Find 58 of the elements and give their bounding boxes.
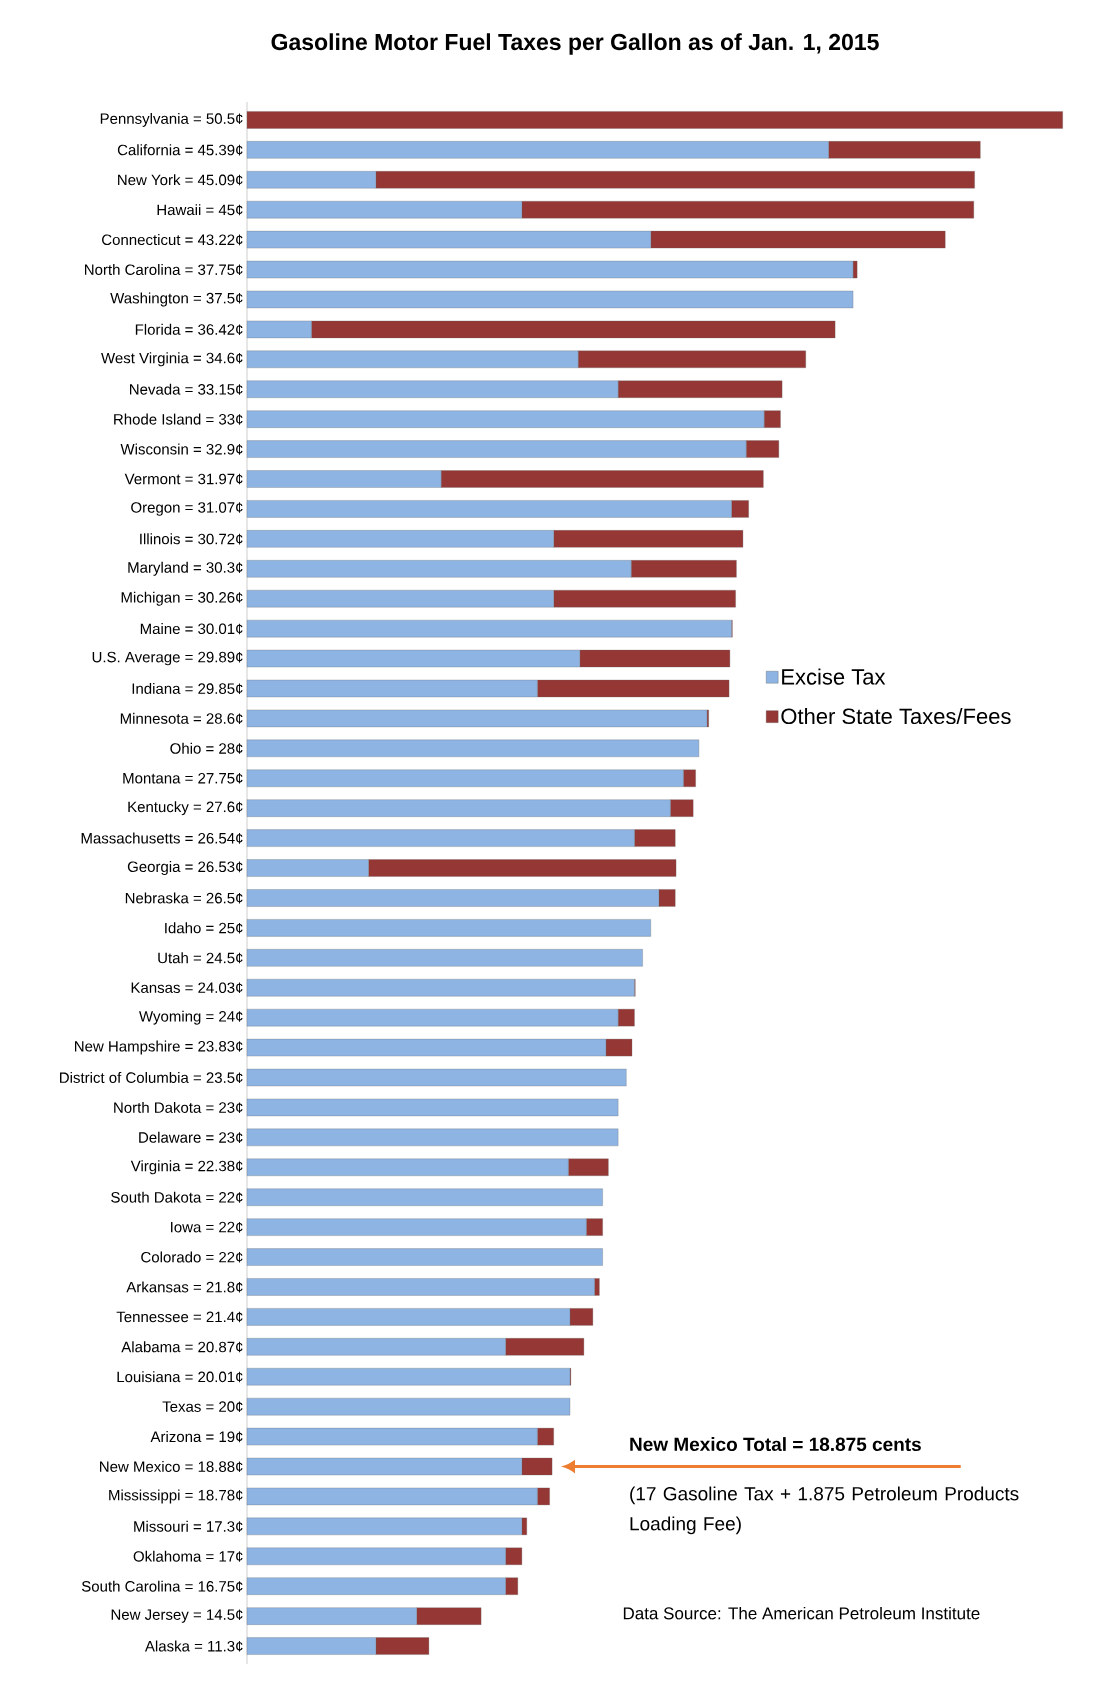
y-tick-label: Kentucky = 27.6¢: [128, 801, 243, 816]
y-tick-label: Alaska = 11.3¢: [144, 1640, 243, 1652]
y-tick-label: Vermont = 31.97¢: [124, 473, 243, 485]
y-tick-label: North Carolina = 37.75¢: [85, 264, 243, 276]
y-tick-label: Wyoming = 24¢: [139, 1010, 243, 1025]
y-tick-label: Montana = 27.75¢: [123, 772, 243, 784]
legend-label: Excise Tax: [782, 668, 886, 685]
y-tick-label: Iowa = 22¢: [171, 1221, 243, 1233]
y-tick-label: Georgia = 26.53¢: [127, 861, 243, 876]
y-tick-label: U.S. Average = 29.89¢: [92, 651, 243, 666]
y-tick-label: South Dakota = 22¢: [111, 1191, 243, 1203]
annotation: (17 Gasoline Tax + 1.875 Petroleum Products Loading Fee): [630, 1486, 1019, 1535]
y-tick-label: Wisconsin = 32.9¢: [120, 443, 243, 455]
y-tick-label: North Dakota = 23¢: [114, 1101, 243, 1113]
y-tick-label: District of Columbia = 23.5¢: [60, 1071, 243, 1084]
y-tick-label: Colorado = 22¢: [141, 1251, 243, 1263]
y-tick-label: South Carolina = 16.75¢: [81, 1580, 243, 1592]
y-tick-label: Maine = 30.01¢: [140, 623, 243, 635]
y-tick-label: Hawaii = 45¢: [157, 204, 243, 216]
y-tick-label: Florida = 36.42¢: [135, 323, 243, 335]
y-tick-label: Delaware = 23¢: [139, 1131, 243, 1143]
y-tick-label: California = 45.39¢: [117, 144, 243, 156]
y-tick-label: Kansas = 24.03¢: [131, 982, 243, 994]
y-tick-label: Nebraska = 26.5¢: [125, 892, 243, 904]
y-tick-label: Michigan = 30.26¢: [121, 591, 243, 606]
y-tick-label: Mississippi = 18.78¢: [109, 1489, 243, 1504]
y-tick-label: Louisiana = 20.01¢: [117, 1371, 243, 1383]
y-tick-label: New Mexico = 18.88¢: [100, 1460, 243, 1473]
y-tick-label: Maryland = 30.3¢: [128, 561, 243, 576]
y-tick-label: Alabama = 20.87¢: [121, 1341, 243, 1353]
y-tick-label: Ohio = 28¢: [170, 742, 243, 754]
y-tick-label: New Hampshire = 23.83¢: [75, 1040, 243, 1055]
legend-label: Other State Taxes/Fees: [781, 707, 1011, 725]
y-tick-label: Illinois = 30.72¢: [140, 533, 243, 545]
annotation: Data Source: The American Petroleum Institute: [623, 1606, 980, 1620]
y-tick-label: Massachusetts = 26.54¢: [81, 832, 243, 844]
y-tick-label: West Virginia = 34.6¢: [101, 352, 243, 367]
chart-title: Gasoline Motor Fuel Taxes per Gallon as of Jan. 1, 2015: [271, 33, 879, 55]
y-tick-label: Nevada = 33.15¢: [130, 383, 243, 395]
y-tick-label: New Jersey = 14.5¢: [111, 1609, 243, 1623]
y-tick-label: Missouri = 17.3¢: [134, 1520, 243, 1532]
y-tick-label: Oregon = 31.07¢: [131, 502, 243, 516]
y-tick-label: Idaho = 25¢: [165, 922, 243, 934]
annotation: New Mexico Total = 18.875 cents: [630, 1437, 921, 1452]
y-tick-label: Connecticut = 43.22¢: [102, 234, 243, 246]
y-tick-label: Minnesota = 28.6¢: [120, 712, 243, 724]
y-tick-label: Arkansas = 21.8¢: [126, 1281, 243, 1293]
y-tick-label: Texas = 20¢: [162, 1401, 243, 1413]
y-tick-label: New York = 45.09¢: [118, 174, 243, 186]
y-tick-label: Oklahoma = 17¢: [133, 1550, 243, 1562]
y-tick-label: Virginia = 22.38¢: [130, 1160, 243, 1175]
y-tick-label: Arizona = 19¢: [150, 1431, 243, 1443]
y-tick-label: Washington = 37.5¢: [110, 292, 243, 307]
y-tick-label: Tennessee = 21.4¢: [116, 1311, 243, 1323]
y-tick-label: Pennsylvania = 50.5¢: [100, 112, 243, 127]
y-tick-label: Utah = 24.5¢: [158, 952, 243, 964]
y-tick-label: Rhode Island = 33¢: [114, 413, 243, 425]
y-tick-label: Indiana = 29.85¢: [132, 682, 243, 695]
